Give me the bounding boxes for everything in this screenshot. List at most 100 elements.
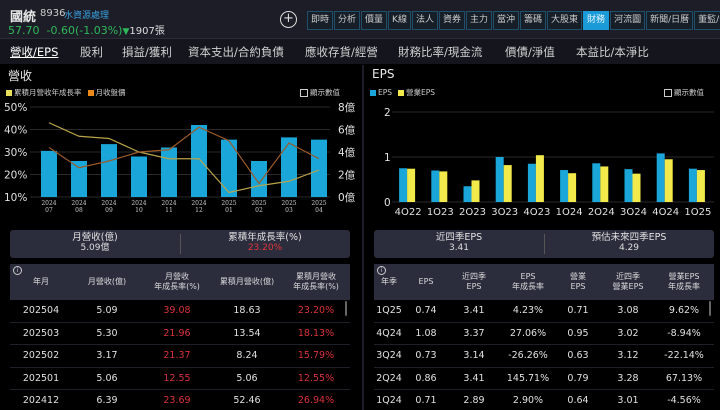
nav-button[interactable]: 籌碼	[520, 11, 547, 30]
nav-button[interactable]: 董監/公司	[694, 11, 720, 30]
x-tick: 2024	[191, 200, 206, 207]
tab[interactable]: 損益/獲利	[122, 45, 172, 59]
table-row[interactable]: 202504 5.09 39.08 18.63 23.20%	[10, 300, 350, 323]
revenue-bar	[251, 161, 267, 197]
column-header[interactable]: 近四季 營業EPS	[612, 272, 644, 291]
table-cell: 202503	[22, 327, 60, 339]
scrollbar[interactable]	[345, 301, 347, 316]
column-header[interactable]: 月營收 年成長率(%)	[154, 272, 200, 291]
table-cell: 0.64	[567, 395, 589, 407]
info-icon[interactable]: i	[377, 266, 386, 275]
table-row[interactable]: 3Q24 0.73 3.14 -26.26% 0.63 3.12 -22.14%	[374, 345, 714, 368]
table-cell: 202412	[22, 395, 60, 407]
stock-header: 國統 8936 水資源處理 57.70 -0.60(-1.03%)▼1907張 …	[0, 0, 720, 38]
plus-circle-icon[interactable]: +	[280, 11, 297, 28]
op-eps-bar	[407, 168, 416, 202]
table-cell: 8.24	[236, 350, 258, 362]
column-header[interactable]: 月營收(億)	[87, 277, 127, 286]
table-row[interactable]: 1Q24 0.71 2.89 2.90% 0.64 3.01 -4.56%	[374, 390, 714, 410]
table-cell: -8.94%	[667, 327, 701, 339]
legend-eps[interactable]: EPS	[370, 88, 392, 97]
table-row[interactable]: 202502 3.17 21.37 8.24 15.79%	[10, 345, 350, 368]
checkbox-icon[interactable]	[300, 88, 308, 97]
x-tick: 2024	[131, 200, 146, 207]
table-row[interactable]: 1Q25 0.74 3.41 4.23% 0.71 3.08 9.62%	[374, 300, 714, 323]
table-cell: 0.95	[567, 327, 589, 339]
op-eps-bar	[439, 171, 448, 202]
revenue-bar	[311, 139, 327, 197]
legend-close-price[interactable]: 月收盤價	[87, 87, 126, 98]
revenue-table: i 年月 月營收(億) 月營收 年成長率(%) 累積月營收(億) 累積月營收 年成長率(%) 2…	[10, 264, 350, 410]
price-change: -0.60(-1.03%)	[46, 24, 123, 37]
legend-swatch	[6, 89, 12, 96]
table-cell: 0.86	[415, 372, 437, 384]
table-cell: 145.71%	[506, 372, 550, 384]
column-header[interactable]: 營業EPS 年成長率	[668, 272, 700, 291]
x-tick: 1Q25	[684, 207, 711, 215]
column-header[interactable]: EPS 年成長率	[512, 272, 544, 291]
table-row[interactable]: 202501 5.06 12.55 5.06 12.55%	[10, 368, 350, 390]
eps-bar	[399, 168, 408, 202]
column-header[interactable]: EPS	[418, 277, 434, 286]
table-cell: 3.14	[463, 350, 485, 362]
op-eps-bar	[568, 173, 577, 202]
table-cell: 23.69	[163, 395, 191, 407]
volume: 1907張	[129, 26, 165, 37]
op-eps-bar	[535, 155, 544, 202]
table-row[interactable]: 4Q24 1.08 3.37 27.06% 0.95 3.02 -8.94%	[374, 323, 714, 345]
column-header[interactable]: 近四季 EPS	[462, 272, 486, 291]
nav-button[interactable]: 法人	[411, 11, 438, 30]
tab[interactable]: 營收/EPS	[10, 45, 59, 59]
nav-button[interactable]: 河流圖	[610, 11, 646, 30]
table-header: i 年月 月營收(億) 月營收 年成長率(%) 累積月營收(億) 累積月營收 年成長率(%)	[10, 264, 350, 300]
tab[interactable]: 股利	[80, 45, 103, 59]
scrollbar[interactable]	[709, 301, 711, 316]
column-header[interactable]: 年季	[381, 277, 397, 286]
table-cell: 3.17	[96, 350, 118, 362]
table-cell: 2.90%	[512, 395, 544, 407]
table-row[interactable]: 2Q24 0.86 3.41 145.71% 0.79 3.28 67.13%	[374, 368, 714, 390]
info-icon[interactable]: i	[13, 266, 22, 275]
nav-button[interactable]: 大股東	[547, 11, 583, 30]
table-row[interactable]: 202412 6.39 23.69 52.46 26.94%	[10, 390, 350, 410]
op-eps-bar	[600, 166, 609, 202]
tab[interactable]: 應收存貨/經營	[305, 45, 378, 59]
revenue-bar	[131, 156, 147, 197]
nav-button[interactable]: 價量	[361, 11, 388, 30]
x-tick: 01	[225, 207, 233, 214]
table-cell: 2.89	[463, 395, 485, 407]
checkbox-icon[interactable]	[664, 88, 672, 97]
table-cell: 27.06%	[509, 327, 547, 339]
show-values-checkbox[interactable]: 顯示數值	[664, 87, 704, 98]
x-tick: 2024	[71, 200, 86, 207]
legend-op-eps[interactable]: 營業EPS	[398, 87, 435, 98]
nav-button[interactable]: 資券	[438, 11, 465, 30]
eps-bar	[592, 163, 601, 202]
nav-button[interactable]: 即時	[307, 11, 334, 30]
line-series	[48, 126, 320, 185]
tab[interactable]: 本益比/本淨比	[576, 45, 649, 59]
column-header[interactable]: 年月	[33, 277, 49, 286]
nav-button[interactable]: 新聞/日曆	[646, 11, 694, 30]
legend-cum-growth[interactable]: 累積月營收年成長率	[6, 87, 82, 98]
show-values-checkbox[interactable]: 顯示數值	[300, 87, 340, 98]
nav-button[interactable]: 當沖	[493, 11, 520, 30]
tab[interactable]: 財務比率/現金流	[398, 45, 483, 59]
table-cell: 202501	[22, 372, 60, 384]
table-header: i 年季 EPS 近四季 EPS EPS 年成長率 營業 EPS 近四季 營業EPS 營業EPS 年成長…	[374, 264, 714, 300]
summary-trailing-eps: 近四季EPS 3.41	[435, 232, 483, 254]
column-header[interactable]: 營業 EPS	[570, 272, 586, 291]
table-cell: 0.71	[567, 305, 589, 317]
table-row[interactable]: 202503 5.30 21.96 13.54 18.13%	[10, 323, 350, 345]
tab[interactable]: 價債/淨值	[505, 45, 555, 59]
column-header[interactable]: 累積月營收(億)	[219, 277, 275, 286]
table-cell: 1.08	[415, 327, 437, 339]
nav-button[interactable]: K線	[388, 11, 411, 30]
nav-button[interactable]: 主力	[465, 11, 492, 30]
column-header[interactable]: 累積月營收 年成長率(%)	[293, 272, 339, 291]
summary-monthly-revenue: 月營收(億) 5.09億	[72, 232, 118, 254]
nav-button[interactable]: 財務	[583, 11, 610, 30]
nav-button[interactable]: 分析	[334, 11, 361, 30]
industry-link[interactable]: 水資源處理	[64, 11, 110, 21]
tab[interactable]: 資本支出/合約負債	[188, 45, 284, 59]
